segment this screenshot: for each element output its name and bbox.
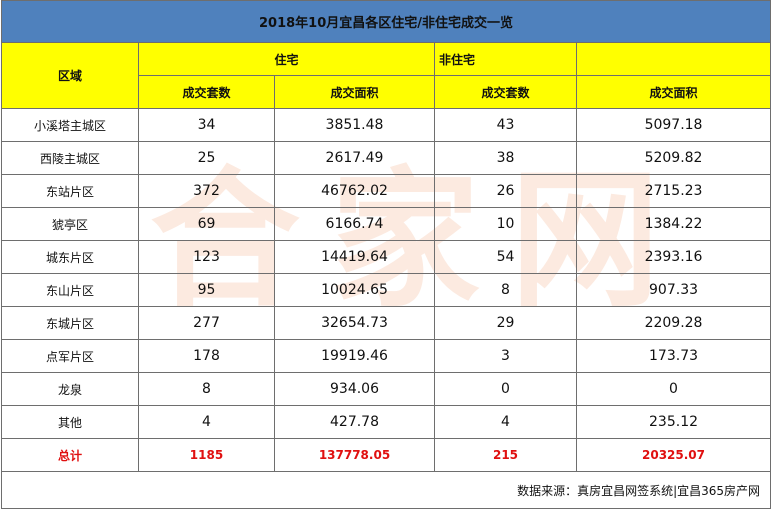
cell-res-area: 427.78 xyxy=(274,405,435,439)
cell-region: 点军片区 xyxy=(1,339,139,373)
cell-non-count: 3 xyxy=(434,339,577,373)
cell-region: 龙泉 xyxy=(1,372,139,406)
table-row: 其他 4 427.78 4 235.12 xyxy=(1,405,771,439)
table-row: 西陵主城区 25 2617.49 38 5209.82 xyxy=(1,141,771,175)
table-row: 城东片区 123 14419.64 54 2393.16 xyxy=(1,240,771,274)
total-res-count: 1185 xyxy=(138,438,275,472)
total-non-area: 20325.07 xyxy=(575,438,771,472)
cell-res-area: 6166.74 xyxy=(274,207,435,241)
cell-non-area: 2209.28 xyxy=(575,306,771,340)
table-title: 2018年10月宜昌各区住宅/非住宅成交一览 xyxy=(0,0,771,43)
cell-res-count: 178 xyxy=(138,339,275,373)
table-row: 猇亭区 69 6166.74 10 1384.22 xyxy=(1,207,771,241)
data-source-note: 数据来源：真房宜昌网签系统|宜昌365房产网 xyxy=(0,471,771,509)
cell-non-area: 1384.22 xyxy=(575,207,771,241)
cell-non-area: 0 xyxy=(575,372,771,406)
table-row: 小溪塔主城区 34 3851.48 43 5097.18 xyxy=(1,108,771,142)
total-row: 总计 1185 137778.05 215 20325.07 xyxy=(1,438,771,472)
cell-res-area: 32654.73 xyxy=(274,306,435,340)
cell-non-count: 10 xyxy=(434,207,577,241)
cell-res-count: 95 xyxy=(138,273,275,307)
total-non-count: 215 xyxy=(434,438,577,472)
header-residential: 住宅 xyxy=(138,42,435,76)
cell-region: 猇亭区 xyxy=(1,207,139,241)
cell-region: 东城片区 xyxy=(1,306,139,340)
total-res-area: 137778.05 xyxy=(274,438,435,472)
cell-region: 城东片区 xyxy=(1,240,139,274)
cell-res-area: 19919.46 xyxy=(274,339,435,373)
table-row: 东站片区 372 46762.02 26 2715.23 xyxy=(1,174,771,208)
cell-non-area: 235.12 xyxy=(575,405,771,439)
cell-non-count: 4 xyxy=(434,405,577,439)
table-row: 东山片区 95 10024.65 8 907.33 xyxy=(1,273,771,307)
table-row: 龙泉 8 934.06 0 0 xyxy=(1,372,771,406)
cell-region: 西陵主城区 xyxy=(1,141,139,175)
cell-non-area: 907.33 xyxy=(575,273,771,307)
cell-non-count: 29 xyxy=(434,306,577,340)
cell-non-area: 173.73 xyxy=(575,339,771,373)
cell-res-count: 4 xyxy=(138,405,275,439)
table-row: 点军片区 178 19919.46 3 173.73 xyxy=(1,339,771,373)
cell-region: 其他 xyxy=(1,405,139,439)
cell-non-area: 5209.82 xyxy=(575,141,771,175)
header-blank xyxy=(575,42,771,76)
cell-non-count: 0 xyxy=(434,372,577,406)
cell-res-area: 10024.65 xyxy=(274,273,435,307)
cell-res-count: 25 xyxy=(138,141,275,175)
cell-non-count: 38 xyxy=(434,141,577,175)
cell-region: 小溪塔主城区 xyxy=(1,108,139,142)
cell-res-count: 69 xyxy=(138,207,275,241)
source-row: 数据来源：真房宜昌网签系统|宜昌365房产网 xyxy=(0,471,771,509)
cell-res-area: 2617.49 xyxy=(274,141,435,175)
cell-non-count: 8 xyxy=(434,273,577,307)
cell-non-area: 2715.23 xyxy=(575,174,771,208)
cell-non-count: 26 xyxy=(434,174,577,208)
cell-res-area: 934.06 xyxy=(274,372,435,406)
header-res-area: 成交面积 xyxy=(274,75,435,109)
title-row: 2018年10月宜昌各区住宅/非住宅成交一览 xyxy=(0,0,771,43)
cell-res-count: 372 xyxy=(138,174,275,208)
cell-res-count: 34 xyxy=(138,108,275,142)
cell-res-area: 14419.64 xyxy=(274,240,435,274)
table-row: 东城片区 277 32654.73 29 2209.28 xyxy=(1,306,771,340)
header-row-metrics: 成交套数 成交面积 成交套数 成交面积 xyxy=(2,75,771,109)
cell-non-count: 43 xyxy=(434,108,577,142)
header-non-residential: 非住宅 xyxy=(434,42,577,76)
cell-non-area: 5097.18 xyxy=(575,108,771,142)
cell-region: 东站片区 xyxy=(1,174,139,208)
header-region: 区域 xyxy=(1,42,139,109)
cell-res-count: 123 xyxy=(138,240,275,274)
cell-res-area: 46762.02 xyxy=(274,174,435,208)
cell-res-count: 277 xyxy=(138,306,275,340)
cell-non-count: 54 xyxy=(434,240,577,274)
cell-region: 东山片区 xyxy=(1,273,139,307)
cell-non-area: 2393.16 xyxy=(575,240,771,274)
header-non-area: 成交面积 xyxy=(575,75,771,109)
header-non-count: 成交套数 xyxy=(434,75,577,109)
header-row-group: 区域 住宅 非住宅 xyxy=(1,42,771,109)
header-res-count: 成交套数 xyxy=(138,75,275,109)
cell-res-area: 3851.48 xyxy=(274,108,435,142)
cell-res-count: 8 xyxy=(138,372,275,406)
total-label: 总计 xyxy=(1,438,139,472)
